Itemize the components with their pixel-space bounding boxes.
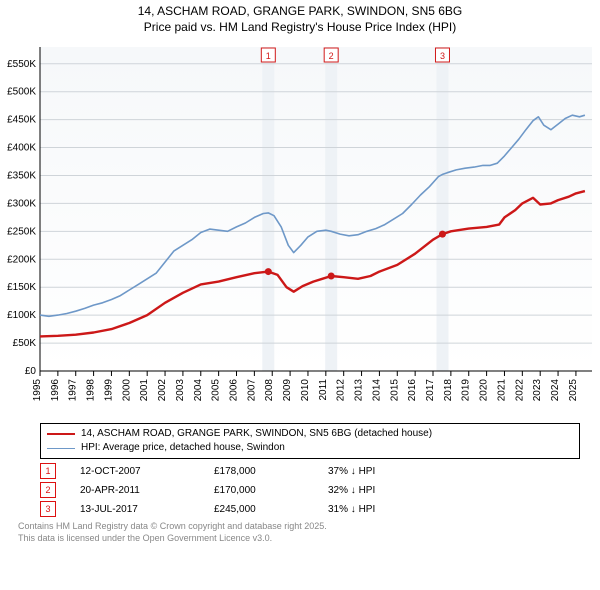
svg-text:2009: 2009 (282, 379, 293, 402)
svg-text:2003: 2003 (175, 379, 186, 402)
svg-text:1996: 1996 (50, 379, 61, 402)
svg-text:£250K: £250K (7, 227, 36, 238)
svg-text:2017: 2017 (425, 379, 436, 402)
svg-text:2005: 2005 (211, 379, 222, 402)
legend-label-hpi: HPI: Average price, detached house, Swin… (81, 441, 285, 455)
sale-price: £245,000 (214, 504, 304, 515)
svg-text:£400K: £400K (7, 143, 36, 154)
svg-text:2020: 2020 (479, 379, 490, 402)
legend-label-price: 14, ASCHAM ROAD, GRANGE PARK, SWINDON, S… (81, 427, 432, 441)
title-line1: 14, ASCHAM ROAD, GRANGE PARK, SWINDON, S… (138, 4, 463, 18)
legend-swatch-price (47, 433, 75, 435)
svg-text:£200K: £200K (7, 254, 36, 265)
svg-text:2001: 2001 (139, 379, 150, 402)
svg-text:2002: 2002 (157, 379, 168, 402)
svg-text:2008: 2008 (264, 379, 275, 402)
svg-text:2006: 2006 (229, 379, 240, 402)
sale-marker-box: 2 (40, 482, 56, 498)
svg-text:2: 2 (329, 51, 334, 61)
legend-row-hpi: HPI: Average price, detached house, Swin… (47, 441, 573, 455)
legend-row-price: 14, ASCHAM ROAD, GRANGE PARK, SWINDON, S… (47, 427, 573, 441)
sale-price: £178,000 (214, 466, 304, 477)
legend-swatch-hpi (47, 448, 75, 449)
svg-text:1998: 1998 (86, 379, 97, 402)
svg-text:2025: 2025 (568, 379, 579, 402)
footer: Contains HM Land Registry data © Crown c… (18, 521, 580, 544)
chart-area: £0 £50K £100K £150K £200K £250K £300K £350K £400… (0, 37, 600, 417)
sale-price: £170,000 (214, 485, 304, 496)
svg-text:£500K: £500K (7, 87, 36, 98)
sale-date: 20-APR-2011 (80, 485, 190, 496)
footer-line2: This data is licensed under the Open Gov… (18, 533, 272, 543)
svg-text:£50K: £50K (13, 338, 37, 349)
sales-table: 1 12-OCT-2007 £178,000 37% ↓ HPI 2 20-APR-201… (40, 463, 580, 517)
svg-text:£0: £0 (25, 366, 37, 377)
svg-text:2021: 2021 (496, 379, 507, 402)
svg-text:£550K: £550K (7, 59, 36, 70)
sale-marker-box: 3 (40, 501, 56, 517)
svg-text:2000: 2000 (121, 379, 132, 402)
svg-text:2011: 2011 (318, 379, 329, 401)
svg-text:2013: 2013 (354, 379, 365, 402)
sale-delta: 32% ↓ HPI (328, 485, 375, 496)
sale-row: 2 20-APR-2011 £170,000 32% ↓ HPI (40, 482, 580, 498)
svg-text:1995: 1995 (32, 379, 43, 402)
legend: 14, ASCHAM ROAD, GRANGE PARK, SWINDON, S… (40, 423, 580, 459)
sale-row: 3 13-JUL-2017 £245,000 31% ↓ HPI (40, 501, 580, 517)
svg-text:2012: 2012 (336, 379, 347, 402)
svg-text:2018: 2018 (443, 379, 454, 402)
footer-line1: Contains HM Land Registry data © Crown c… (18, 521, 327, 531)
sale-date: 12-OCT-2007 (80, 466, 190, 477)
svg-text:2019: 2019 (461, 379, 472, 402)
chart-svg: £0 £50K £100K £150K £200K £250K £300K £350K £400… (0, 37, 600, 417)
chart-title: 14, ASCHAM ROAD, GRANGE PARK, SWINDON, S… (0, 0, 600, 37)
svg-text:2016: 2016 (407, 379, 418, 402)
svg-text:£300K: £300K (7, 199, 36, 210)
svg-text:1999: 1999 (103, 379, 114, 402)
svg-text:£150K: £150K (7, 282, 36, 293)
svg-text:£450K: £450K (7, 115, 36, 126)
sale-delta: 37% ↓ HPI (328, 466, 375, 477)
sale-marker-box: 1 (40, 463, 56, 479)
svg-text:2004: 2004 (193, 379, 204, 402)
svg-text:2007: 2007 (246, 379, 257, 402)
svg-text:1997: 1997 (68, 379, 79, 402)
svg-text:2015: 2015 (389, 379, 400, 402)
sale-row: 1 12-OCT-2007 £178,000 37% ↓ HPI (40, 463, 580, 479)
title-line2: Price paid vs. HM Land Registry's House … (144, 20, 456, 34)
svg-text:1: 1 (266, 51, 271, 61)
sale-delta: 31% ↓ HPI (328, 504, 375, 515)
svg-text:2023: 2023 (532, 379, 543, 402)
svg-text:£100K: £100K (7, 310, 36, 321)
svg-text:£350K: £350K (7, 171, 36, 182)
svg-text:2022: 2022 (514, 379, 525, 402)
svg-text:3: 3 (440, 51, 445, 61)
svg-text:2010: 2010 (300, 379, 311, 402)
sale-date: 13-JUL-2017 (80, 504, 190, 515)
svg-text:2014: 2014 (371, 379, 382, 402)
svg-text:2024: 2024 (550, 379, 561, 402)
